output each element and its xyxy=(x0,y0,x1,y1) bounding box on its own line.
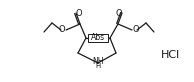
Text: O: O xyxy=(76,10,82,19)
Bar xyxy=(88,34,108,42)
Text: O: O xyxy=(116,10,122,19)
Text: HCl: HCl xyxy=(160,50,180,60)
Text: O: O xyxy=(59,26,65,35)
Text: O: O xyxy=(133,26,139,35)
Text: H: H xyxy=(95,63,101,70)
Text: NH: NH xyxy=(92,56,104,66)
Text: Abs: Abs xyxy=(91,34,105,42)
